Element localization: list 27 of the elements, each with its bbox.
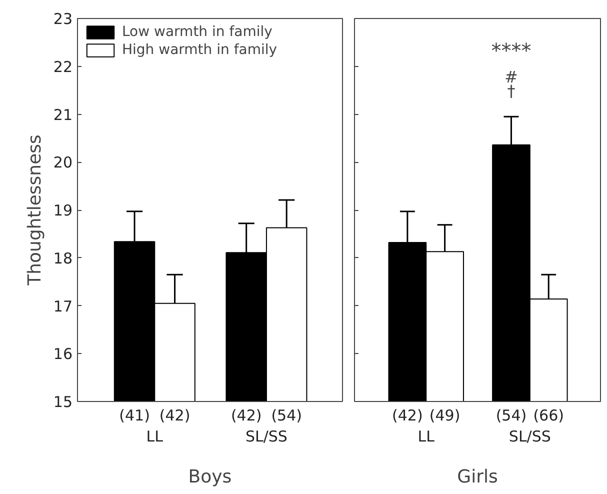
legend-label: Low warmth in family <box>122 24 272 40</box>
y-tick-label: 19 <box>53 202 73 220</box>
x-axis-title: Girls <box>457 466 498 488</box>
x-tick-label: LL <box>146 428 164 446</box>
y-tick-label: 23 <box>53 10 73 28</box>
y-tick-label: 18 <box>53 249 73 268</box>
y-axis-title: Thoughtlessness <box>24 134 46 286</box>
text: (42) <box>230 406 262 424</box>
text: (41) <box>119 406 150 424</box>
y-tick-label: 21 <box>53 106 73 124</box>
legend-label: High warmth in family <box>122 42 278 58</box>
annotation: **** <box>491 38 532 63</box>
text: (54) <box>496 406 527 424</box>
y-tick-label: 22 <box>53 58 73 76</box>
x-axis-title: Boys <box>188 466 232 488</box>
x-tick-label: SL/SS <box>508 428 551 446</box>
y-tick-label: 17 <box>53 297 73 316</box>
text: (42) <box>159 406 190 424</box>
x-tick-label: LL <box>418 428 436 446</box>
x-tick-label: SL/SS <box>245 428 288 446</box>
y-tick-label: 15 <box>53 393 73 411</box>
y-tick-label: 20 <box>53 154 73 172</box>
text: (42) <box>392 406 423 424</box>
text: (66) <box>533 406 564 424</box>
text: (54) <box>271 406 302 424</box>
y-tick-label: 16 <box>53 345 73 364</box>
text: (49) <box>429 406 460 424</box>
